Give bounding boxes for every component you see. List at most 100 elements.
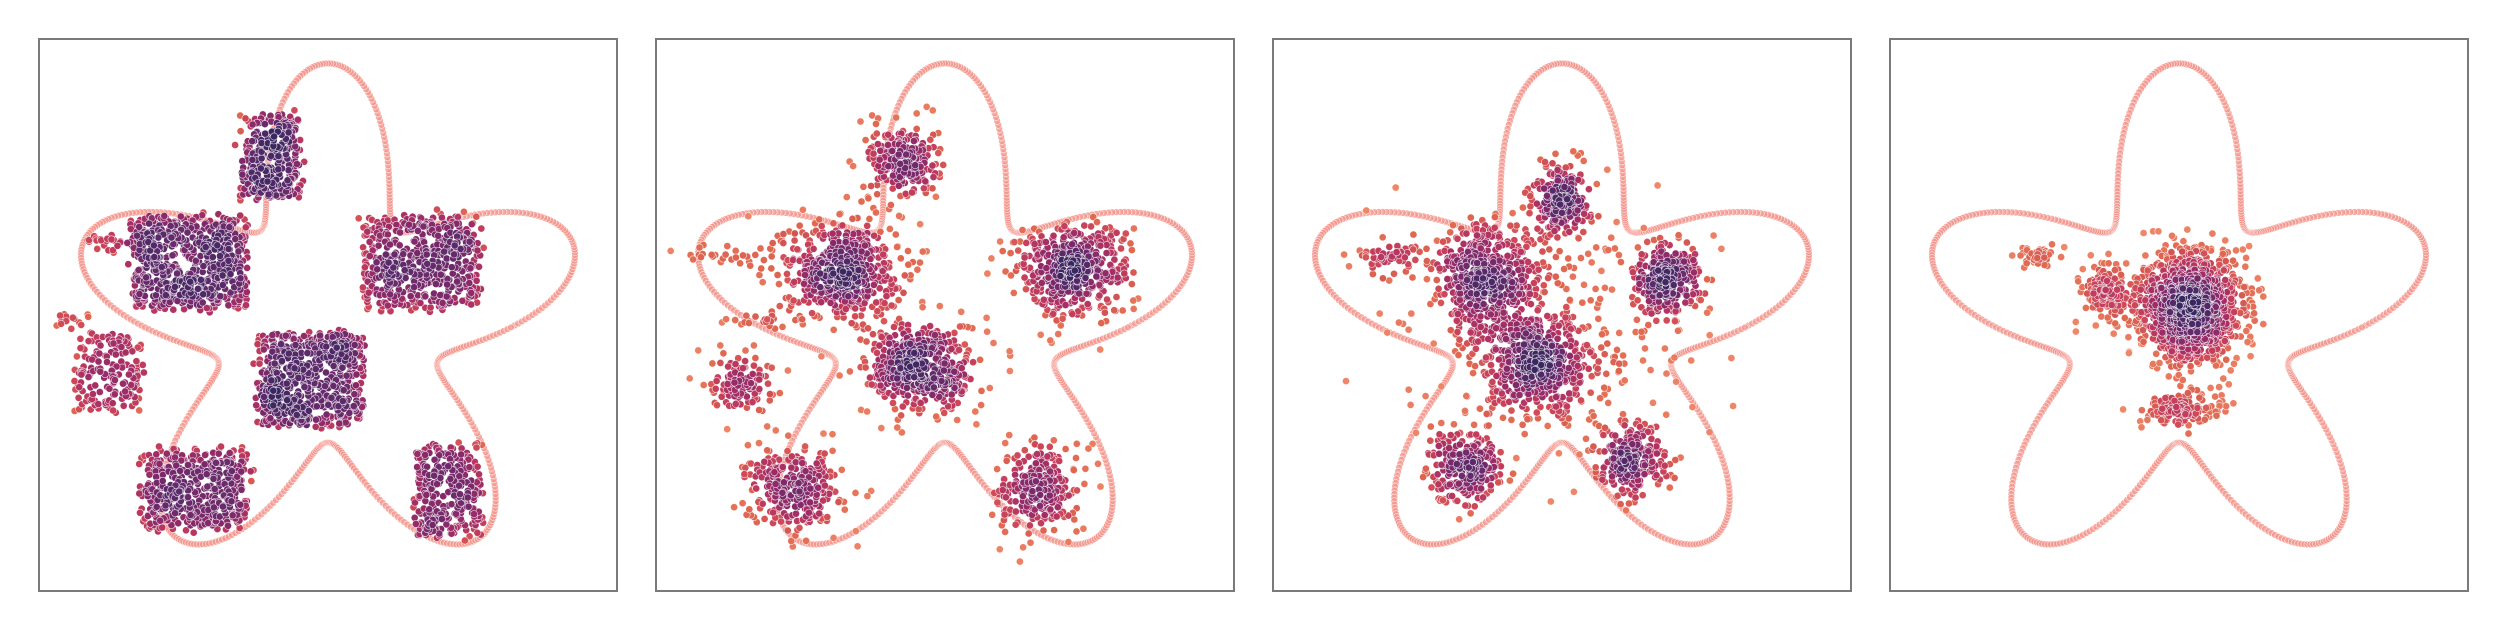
data-point	[243, 263, 251, 272]
data-point	[410, 283, 418, 292]
data-point	[453, 277, 461, 286]
data-point	[953, 416, 962, 424]
data-point	[1093, 218, 1101, 226]
data-point	[721, 250, 730, 259]
data-point	[1020, 446, 1029, 455]
data-point	[473, 528, 482, 537]
data-point	[203, 482, 212, 491]
data-point	[1022, 285, 1030, 294]
data-point	[863, 221, 872, 230]
data-point	[121, 387, 129, 396]
data-point	[84, 337, 93, 345]
data-point	[1013, 451, 1022, 460]
data-point	[145, 219, 153, 228]
data-point	[76, 344, 85, 352]
data-point	[450, 241, 459, 250]
data-point	[779, 239, 788, 247]
data-point	[950, 328, 959, 337]
data-point	[77, 320, 86, 329]
data-point	[751, 250, 760, 259]
data-points	[52, 106, 488, 545]
data-point	[135, 460, 144, 468]
data-point	[426, 303, 435, 312]
data-point	[434, 231, 442, 240]
data-point	[697, 253, 705, 262]
data-point	[135, 406, 144, 415]
data-point	[864, 324, 872, 333]
data-point	[819, 429, 828, 438]
data-point	[1060, 222, 1069, 231]
data-point	[763, 422, 772, 431]
data-point	[252, 401, 261, 410]
data-point	[891, 230, 900, 239]
data-point	[896, 254, 905, 263]
data-point	[778, 322, 787, 331]
data-point	[56, 311, 64, 320]
data-point	[1055, 457, 1064, 465]
data-point	[783, 366, 792, 375]
data-point	[918, 303, 927, 312]
data-point	[300, 383, 309, 391]
data-point	[1020, 253, 1029, 262]
data-point	[996, 237, 1004, 246]
data-point	[732, 253, 740, 262]
data-point	[228, 511, 237, 520]
data-point	[817, 222, 826, 230]
data-point	[1026, 538, 1035, 547]
data-point	[167, 233, 176, 242]
data-point	[919, 184, 928, 193]
data-point	[350, 340, 359, 349]
data-point	[236, 274, 245, 283]
data-point	[225, 449, 234, 457]
data-point	[940, 408, 949, 417]
data-point	[77, 370, 86, 379]
data-point	[472, 212, 481, 221]
data-point	[466, 264, 475, 273]
data-point	[932, 412, 941, 421]
data-point	[887, 301, 896, 310]
data-point	[971, 407, 980, 416]
data-point	[214, 449, 223, 458]
data-point	[473, 462, 482, 471]
data-point	[88, 355, 96, 364]
data-point	[745, 319, 753, 327]
data-point	[349, 402, 358, 410]
data-point	[123, 238, 132, 247]
data-point	[431, 280, 440, 288]
data-point	[248, 120, 257, 129]
data-point	[202, 470, 211, 479]
data-point	[845, 367, 854, 376]
data-point	[712, 377, 721, 385]
data-point	[863, 407, 871, 416]
data-point	[723, 425, 732, 434]
data-point	[422, 490, 431, 499]
data-point	[247, 477, 256, 485]
data-point	[1117, 244, 1125, 253]
data-point	[983, 269, 992, 278]
data-point	[237, 467, 246, 476]
data-point	[259, 345, 268, 354]
data-point	[241, 223, 250, 232]
data-point	[68, 313, 77, 322]
data-point	[1019, 543, 1027, 552]
data-point	[464, 502, 473, 511]
data-point	[290, 364, 299, 373]
data-point	[383, 230, 392, 239]
data-point	[889, 399, 897, 407]
data-point	[995, 545, 1004, 554]
data-point	[1061, 445, 1070, 453]
data-point	[751, 354, 760, 362]
data-point	[744, 441, 752, 450]
data-point	[872, 298, 881, 307]
data-point	[421, 292, 430, 301]
data-point	[413, 450, 422, 458]
data-point	[1112, 228, 1121, 237]
data-point	[829, 325, 838, 334]
boundary-point	[1124, 323, 1132, 332]
data-point	[976, 355, 984, 364]
data-point	[109, 406, 117, 415]
data-point	[775, 455, 783, 464]
data-point	[428, 521, 437, 529]
data-point	[877, 424, 886, 432]
data-point	[872, 120, 880, 128]
